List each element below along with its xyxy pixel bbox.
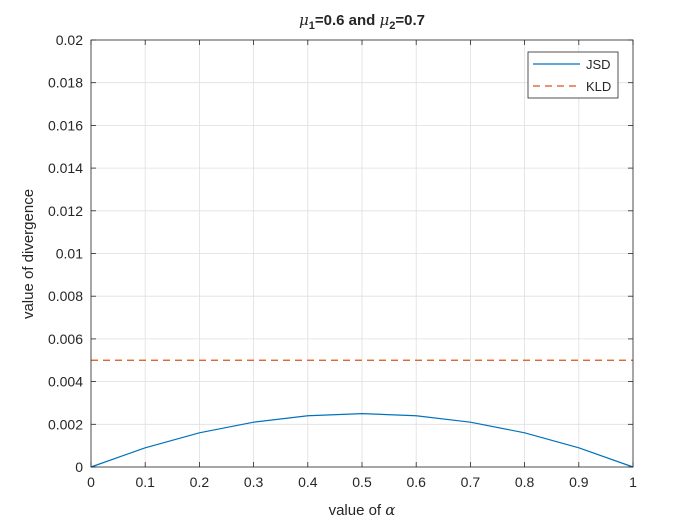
x-tick-label: 0.6 [406, 474, 426, 490]
legend-label-kld: KLD [586, 79, 611, 94]
title-sub-1: 1 [309, 20, 315, 32]
y-tick-label: 0.004 [48, 374, 83, 390]
series-line-jsd [90, 413, 634, 468]
y-tick-label: 0.008 [48, 288, 83, 304]
y-tick-label: 0.02 [56, 32, 83, 48]
y-tick-label: 0.012 [48, 203, 83, 219]
x-tick-label: 0.5 [352, 474, 372, 490]
y-tick-labels: 0 0.002 0.004 0.006 0.008 0.01 0.012 0.014 0.016… [48, 32, 83, 475]
x-axis-label-symbol: α [385, 501, 395, 519]
title-middle: =0.6 and [315, 12, 380, 29]
ticks [90, 39, 634, 468]
title-mu-1: μ [299, 11, 309, 29]
y-tick-label: 0.006 [48, 331, 83, 347]
chart-title: μ1=0.6 and μ2=0.7 [299, 11, 425, 32]
x-tick-label: 0.8 [515, 474, 535, 490]
y-tick-label: 0.018 [48, 75, 83, 91]
x-tick-label: 0.4 [298, 474, 318, 490]
legend: JSD KLD [527, 51, 619, 99]
series-group [90, 359, 634, 468]
y-tick-label: 0.01 [56, 246, 83, 262]
title-sub-2: 2 [389, 20, 395, 32]
x-tick-label: 1 [629, 474, 637, 490]
x-tick-label: 0.3 [244, 474, 264, 490]
y-tick-label: 0.002 [48, 416, 83, 432]
title-suffix: =0.7 [395, 12, 425, 29]
x-tick-label: 0.9 [569, 474, 589, 490]
x-tick-label: 0 [87, 474, 95, 490]
x-tick-labels: 0 0.1 0.2 0.3 0.4 0.5 0.6 0.7 0.8 0.9 1 [87, 474, 637, 490]
x-tick-label: 0.2 [190, 474, 210, 490]
title-mu-2: μ [380, 11, 390, 29]
x-tick-label: 0.1 [135, 474, 155, 490]
x-axis-label-text: value of [329, 502, 386, 519]
y-tick-label: 0.014 [48, 160, 83, 176]
legend-label-jsd: JSD [586, 57, 611, 72]
y-tick-label: 0.016 [48, 117, 83, 133]
x-axis-label: value of α [329, 501, 396, 519]
legend-box [527, 51, 619, 99]
x-tick-label: 0.7 [461, 474, 481, 490]
y-tick-label: 0 [75, 459, 83, 475]
y-axis-label: value of divergence [20, 189, 37, 319]
